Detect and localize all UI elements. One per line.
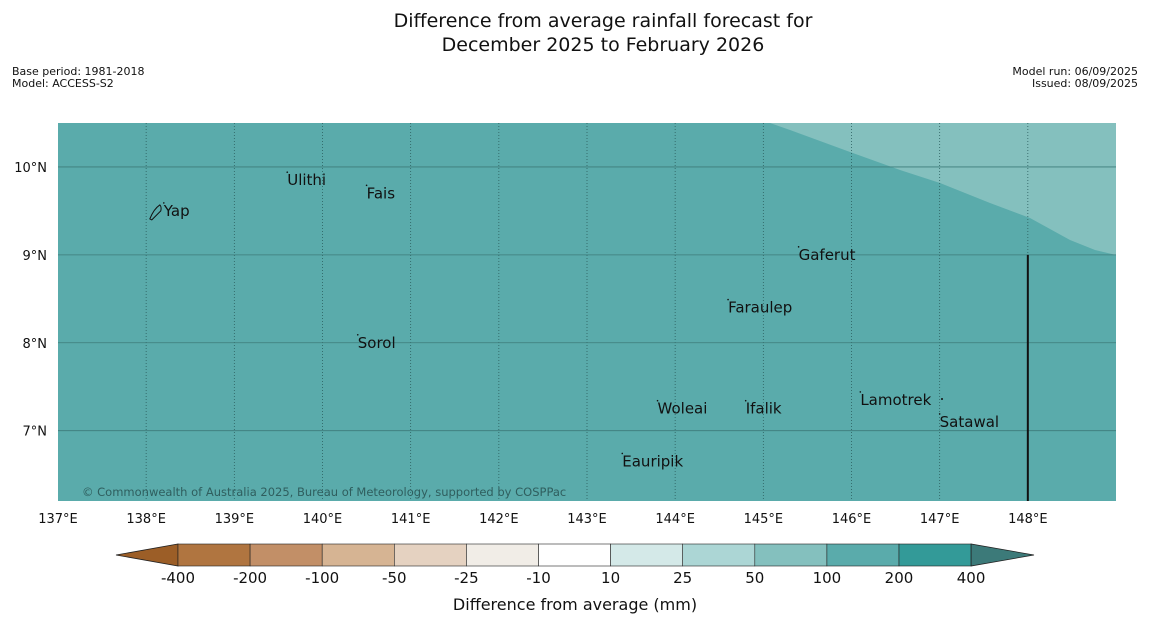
latitude-tick-label: 10°N [14, 161, 47, 176]
yap-island-shape [149, 204, 162, 221]
colorbar-segment [177, 543, 251, 567]
meta-right: Model run: 06/09/2025 Issued: 08/09/2025 [1012, 66, 1138, 90]
wetter-region [770, 123, 1116, 255]
title-line-1: Difference from average rainfall forecas… [393, 10, 813, 32]
model-name: Model: ACCESS-S2 [12, 77, 114, 90]
place-dot [356, 333, 359, 336]
base-period: Base period: 1981-2018 [12, 65, 145, 78]
colorbar-tick-label: -50 [382, 569, 407, 587]
colorbar-segment [466, 543, 539, 567]
longitude-tick-label: 148°E [1008, 512, 1048, 527]
longitude-tick-label: 142°E [479, 512, 519, 527]
place-dot [163, 202, 165, 204]
colorbar-tick-label: -10 [526, 569, 551, 587]
colorbar-tick-label: -25 [454, 569, 479, 587]
model-run: Model run: 06/09/2025 [1012, 65, 1138, 78]
longitude-tick-label: 143°E [567, 512, 607, 527]
map-plot: Yap Ulithi Fais Gaferut Faraulep Sorol Lamotre… [14, 123, 1116, 527]
place-dot [797, 246, 800, 248]
colorbar-tick-label: 10 [601, 569, 620, 587]
colorbar-segment [321, 543, 395, 567]
colorbar-segment [538, 543, 611, 567]
place-label: Yap [163, 202, 190, 220]
place-label: Satawal [940, 413, 999, 431]
colorbar-segment [682, 543, 756, 567]
place-dot [365, 184, 368, 187]
map-title: Difference from average rainfall forecas… [0, 9, 1150, 57]
title-line-2: December 2025 to February 2026 [441, 34, 765, 56]
colorbar-segment [610, 543, 683, 567]
longitude-tick-label: 138°E [126, 512, 166, 527]
colorbar-tick-label: 100 [813, 569, 842, 587]
colorbar-segment [898, 543, 972, 567]
colorbar-tick-label: 50 [745, 569, 764, 587]
longitude-tick-label: 141°E [391, 512, 431, 527]
place-label: Ifalik [746, 400, 782, 418]
longitude-tick-label: 139°E [215, 512, 255, 527]
place-label: Lamotrek [860, 391, 931, 409]
longitude-tick-label: 145°E [744, 512, 784, 527]
meta-left: Base period: 1981-2018 Model: ACCESS-S2 [12, 66, 144, 90]
colorbar-label: Difference from average (mm) [452, 595, 698, 614]
issued-date: Issued: 08/09/2025 [1031, 77, 1138, 90]
colorbar-low-extension [115, 543, 179, 567]
place-label: Sorol [358, 334, 396, 352]
place-dot [286, 171, 289, 173]
colorbar-high-extension [970, 543, 1035, 567]
colorbar-segment [393, 543, 467, 567]
islet-dot [941, 398, 943, 400]
colorbar-tick-label: 400 [957, 569, 986, 587]
place-dot [859, 391, 862, 393]
colorbar-segment [249, 543, 323, 567]
copyright-text: © Commonwealth of Australia 2025, Bureau… [82, 485, 566, 499]
place-label: Eauripik [622, 452, 683, 470]
latitude-tick-label: 9°N [23, 249, 48, 264]
colorbar-tick-label: -100 [305, 569, 339, 587]
colorbar-tick-label: 200 [885, 569, 914, 587]
latitude-tick-label: 7°N [23, 425, 48, 440]
longitude-tick-label: 137°E [38, 512, 78, 527]
place-label: Faraulep [728, 299, 792, 317]
place-dot [656, 399, 659, 402]
latitude-tick-label: 8°N [23, 337, 48, 352]
place-dot [938, 413, 941, 415]
longitude-tick-label: 140°E [303, 512, 343, 527]
place-label: Fais [367, 184, 396, 202]
colorbar-segment [754, 543, 828, 567]
place-label: Ulithi [287, 171, 326, 189]
place-label: Gaferut [799, 246, 856, 264]
colorbar: -400 -200 -100 -50 -25 -10 10 25 50 100 200 400 [115, 543, 1035, 587]
place-dot [727, 298, 729, 301]
colorbar-segment [826, 543, 900, 567]
place-dot [744, 399, 747, 402]
colorbar-tick-label: -200 [233, 569, 267, 587]
colorbar-tick-label: 25 [673, 569, 692, 587]
longitude-tick-label: 147°E [920, 512, 960, 527]
place-label: Woleai [658, 400, 708, 418]
longitude-tick-label: 144°E [655, 512, 695, 527]
longitude-tick-label: 146°E [832, 512, 872, 527]
colorbar-tick-label: -400 [161, 569, 195, 587]
place-dot [621, 452, 624, 455]
